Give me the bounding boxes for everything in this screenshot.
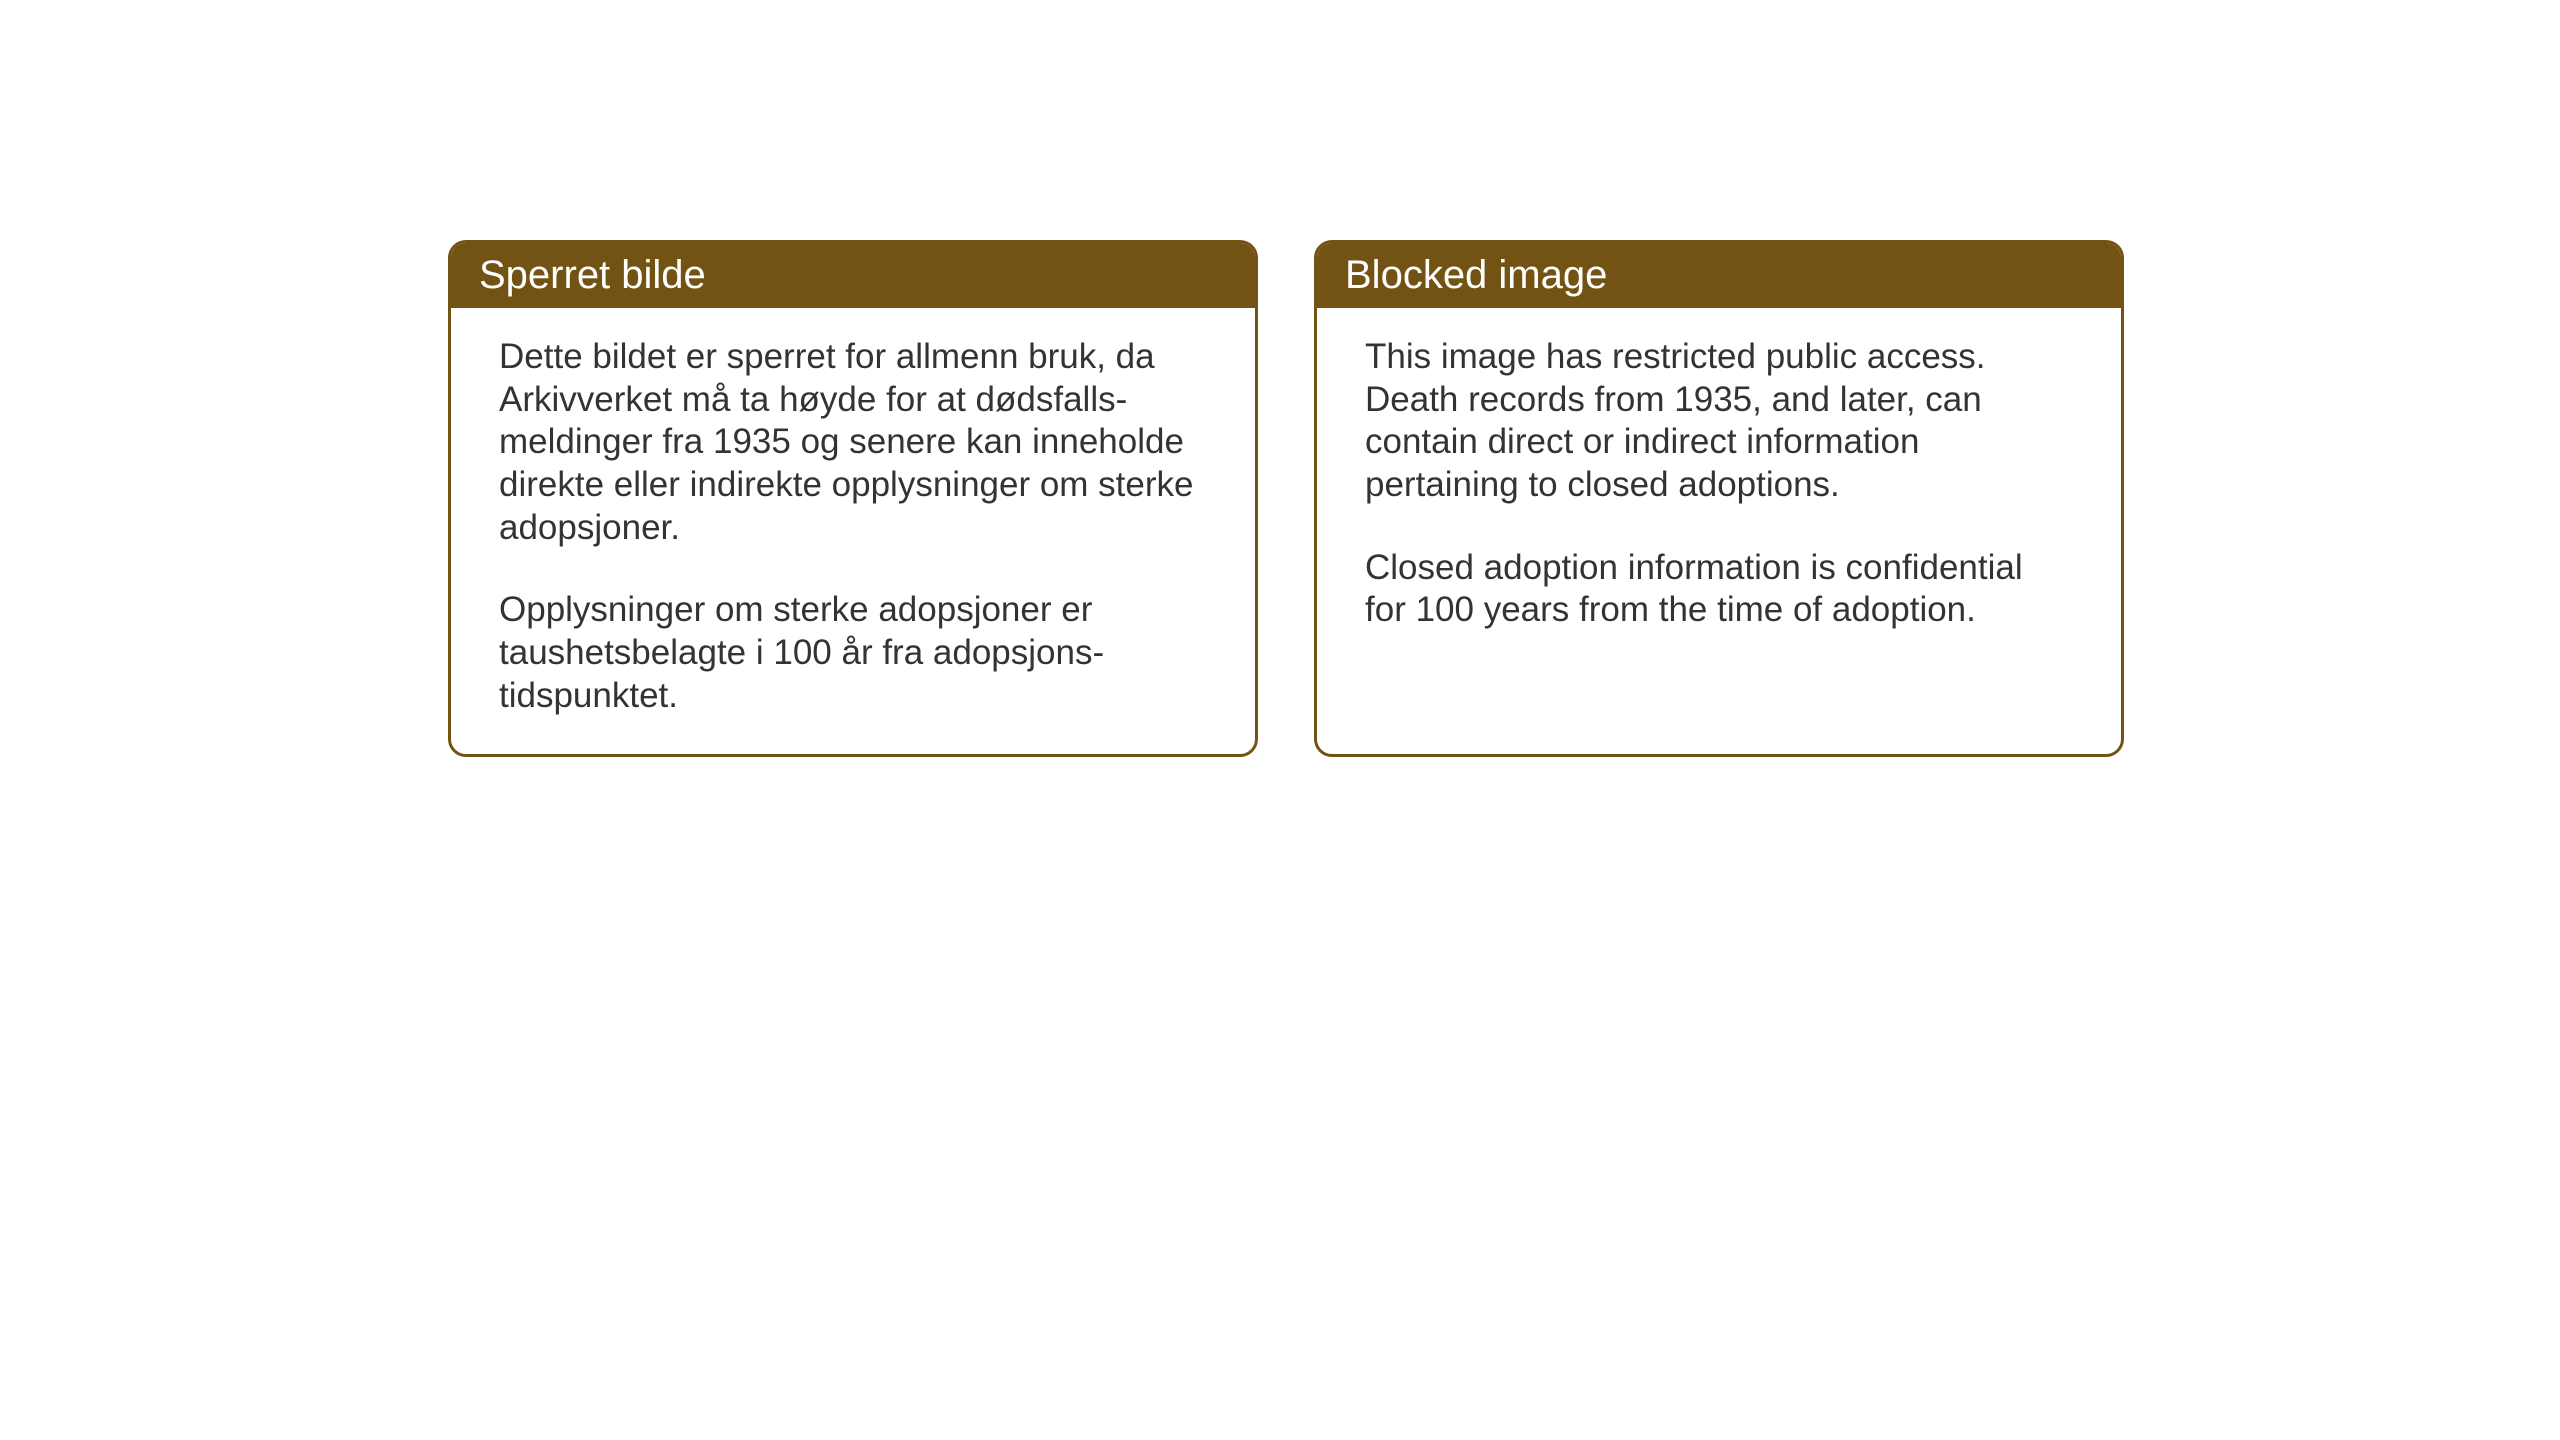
- notice-title-norwegian: Sperret bilde: [479, 253, 706, 297]
- notice-header-norwegian: Sperret bilde: [451, 243, 1255, 308]
- notice-header-english: Blocked image: [1317, 243, 2121, 308]
- notice-paragraph1-norwegian: Dette bildet er sperret for allmenn bruk…: [499, 336, 1207, 549]
- notice-body-norwegian: Dette bildet er sperret for allmenn bruk…: [451, 308, 1255, 754]
- notice-container: Sperret bilde Dette bildet er sperret fo…: [448, 240, 2124, 757]
- notice-box-norwegian: Sperret bilde Dette bildet er sperret fo…: [448, 240, 1258, 757]
- notice-paragraph1-english: This image has restricted public access.…: [1365, 336, 2073, 507]
- notice-body-english: This image has restricted public access.…: [1317, 308, 2121, 712]
- notice-title-english: Blocked image: [1345, 253, 1607, 297]
- notice-box-english: Blocked image This image has restricted …: [1314, 240, 2124, 757]
- notice-paragraph2-norwegian: Opplysninger om sterke adopsjoner er tau…: [499, 589, 1207, 717]
- notice-paragraph2-english: Closed adoption information is confident…: [1365, 547, 2073, 632]
